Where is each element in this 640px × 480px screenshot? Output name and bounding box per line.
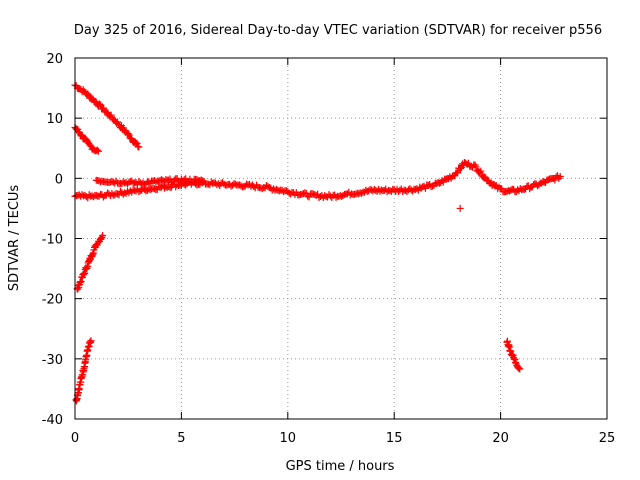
chart-title: Day 325 of 2016, Sidereal Day-to-day VTE…: [74, 23, 602, 38]
x-tick-label: 20: [492, 431, 509, 446]
data-point: [135, 143, 143, 151]
data-point: [94, 147, 102, 155]
data-series-3: [72, 337, 95, 405]
data-point: [84, 90, 92, 98]
data-point: [511, 358, 519, 366]
y-axis-label: SDTVAR / TECUs: [7, 185, 22, 292]
x-tick-label: 5: [177, 431, 185, 446]
data-point: [456, 204, 464, 212]
y-tick-label: -20: [42, 293, 63, 308]
x-tick-label: 25: [599, 431, 616, 446]
y-tick-label: 0: [55, 172, 63, 187]
data-series-2: [73, 231, 107, 293]
data-point: [124, 129, 132, 137]
y-tick-label: 20: [46, 52, 63, 67]
data-point: [93, 146, 101, 154]
x-tick-label: 15: [386, 431, 403, 446]
y-tick-label: 10: [46, 112, 63, 127]
data-point: [454, 169, 462, 177]
data-series-0: [71, 81, 143, 151]
x-axis-label: GPS time / hours: [286, 459, 395, 474]
data-series-7: [503, 337, 524, 373]
data-point: [97, 101, 105, 109]
data-point: [477, 167, 485, 175]
data-point: [86, 141, 94, 149]
y-tick-label: -10: [42, 233, 63, 248]
data-point: [99, 231, 107, 239]
data-point: [472, 163, 480, 171]
data-point: [100, 104, 108, 112]
data-point: [556, 173, 564, 181]
data-point: [97, 235, 105, 243]
data-point: [515, 364, 523, 372]
data-series-6: [456, 204, 464, 212]
y-tick-label: -30: [42, 353, 63, 368]
axis-ticks: 0 5 10 15 20 25 -40 -30 -20 -10 0 10 20: [42, 52, 616, 446]
y-tick-label: -40: [42, 413, 63, 428]
data-point: [551, 176, 559, 184]
data-point: [199, 177, 207, 185]
data-point: [481, 173, 489, 181]
data-series-5: [92, 175, 207, 188]
data-point: [516, 365, 524, 373]
data-point: [197, 176, 205, 184]
data-point: [133, 139, 141, 147]
data-point: [87, 337, 95, 345]
data-point: [107, 111, 115, 119]
x-tick-label: 10: [280, 431, 297, 446]
grid: [75, 58, 607, 419]
x-tick-label: 0: [71, 431, 79, 446]
data-point: [95, 100, 103, 108]
